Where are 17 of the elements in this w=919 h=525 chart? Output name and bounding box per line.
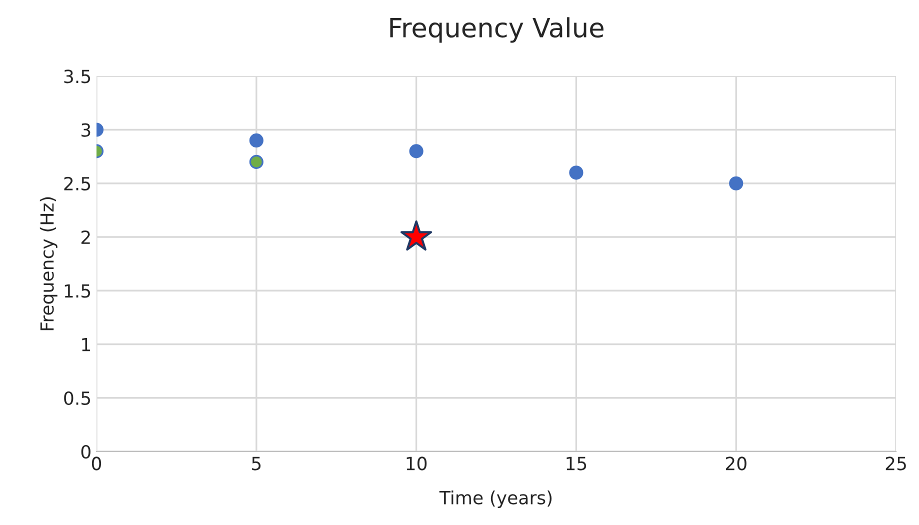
y-axis-title: Frequency (Hz) — [40, 197, 58, 330]
y-tick-label: 3 — [82, 123, 90, 137]
x-tick-label: 0 — [92, 456, 102, 470]
x-tick-label: 15 — [566, 456, 586, 470]
y-tick-label: 0 — [81, 444, 90, 459]
x-tick-label: 25 — [886, 456, 906, 470]
x-tick-label: 10 — [406, 456, 427, 470]
y-tick-label: 1.5 — [64, 284, 90, 298]
y-tick-label: 0.5 — [64, 391, 90, 405]
x-tick-label: 20 — [726, 456, 746, 470]
y-tick-label: 2.5 — [64, 176, 90, 190]
y-tick-label: 3.5 — [64, 70, 90, 84]
x-tick-label: 5 — [252, 456, 261, 470]
x-axis-title: Time (years) — [439, 490, 552, 508]
y-tick-label: 1 — [82, 338, 90, 352]
chart-title: Frequency Value — [390, 17, 604, 43]
y-tick-label: 2 — [81, 230, 90, 244]
